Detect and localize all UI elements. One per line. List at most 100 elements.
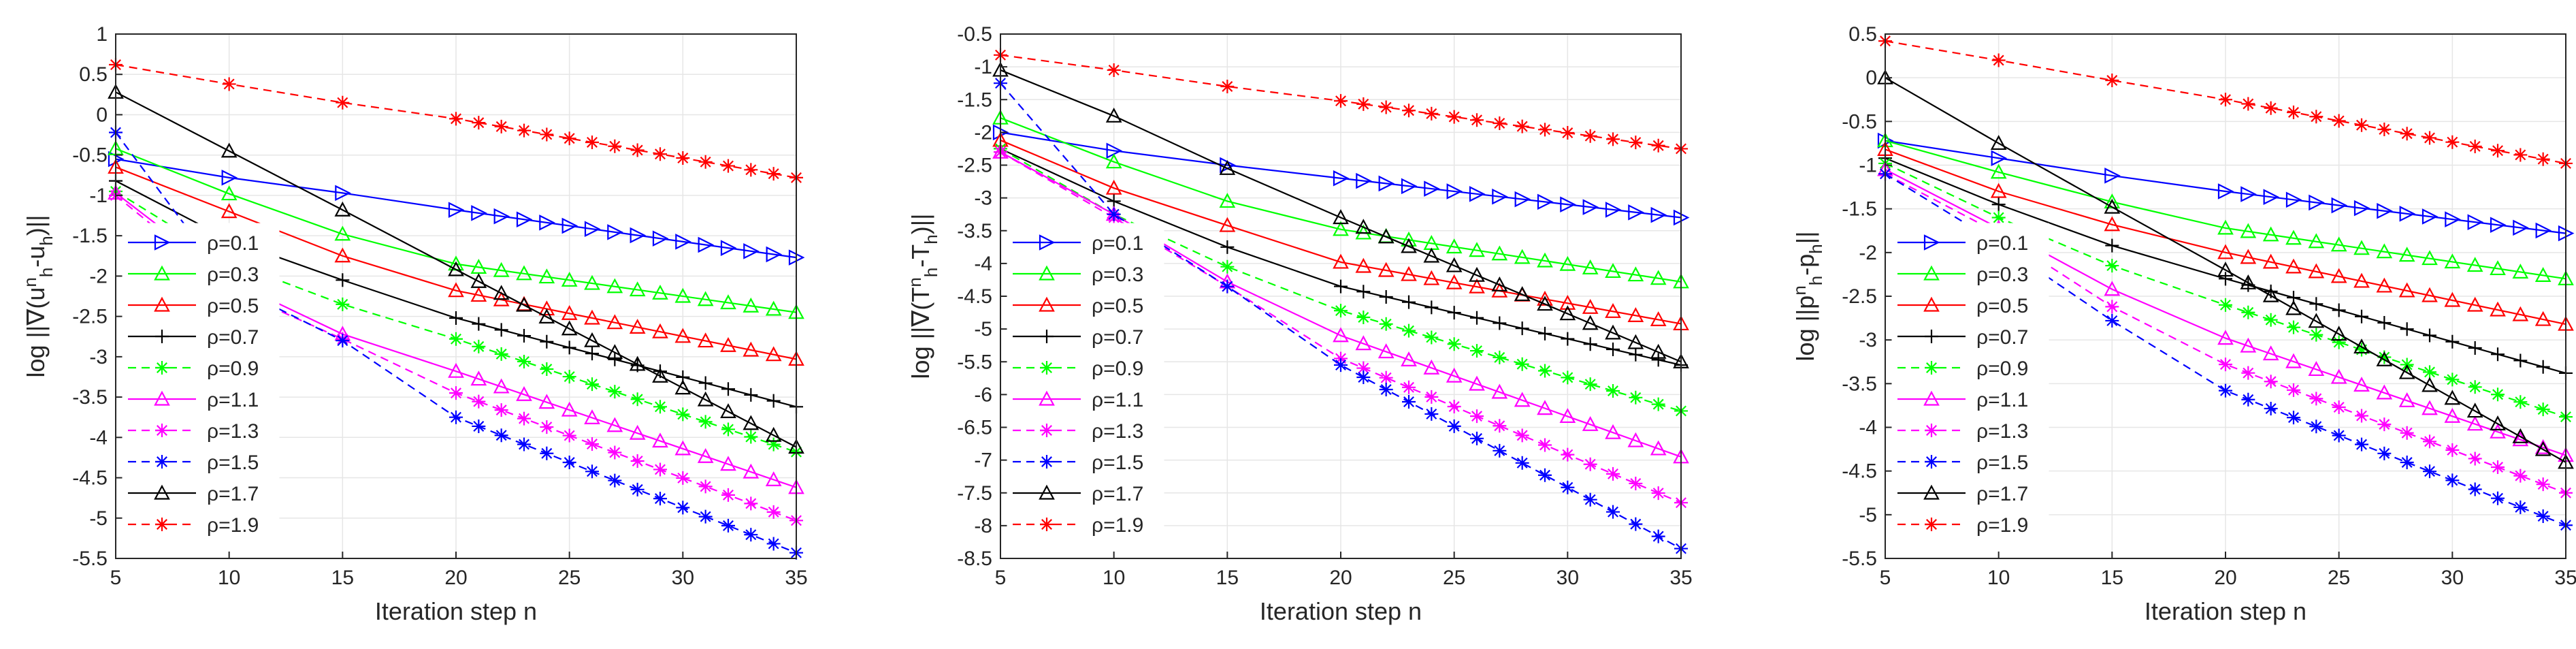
data-point [606, 417, 623, 432]
data-point [606, 344, 623, 360]
data-point [720, 456, 736, 471]
data-point [493, 262, 510, 277]
legend-label: ρ=0.7 [1092, 326, 1143, 349]
data-point [2219, 298, 2232, 312]
data-point [1333, 170, 1350, 187]
data-point [1582, 416, 1599, 431]
data-point [2287, 411, 2300, 425]
data-point [1583, 377, 1597, 392]
data-point [1990, 183, 2007, 198]
data-point [1559, 255, 1576, 271]
data-point [1424, 106, 1439, 121]
data-point [1559, 408, 1576, 424]
data-point [1334, 279, 1348, 294]
legend-marker [1039, 390, 1055, 406]
data-point [2308, 263, 2325, 279]
data-point [336, 334, 350, 348]
series-line [1000, 131, 1682, 219]
data-point [1107, 194, 1121, 208]
data-point [2513, 353, 2528, 368]
x-tick-label: 5 [1880, 567, 1891, 589]
legend-label: ρ=0.3 [1092, 264, 1143, 286]
data-point [584, 332, 600, 347]
legend-item: ρ=1.7 [1897, 483, 2028, 505]
data-point [2241, 97, 2255, 111]
data-point [2309, 392, 2324, 406]
x-axis-label: Iteration step n [2145, 597, 2306, 625]
data-point [2219, 93, 2232, 107]
data-point [2534, 311, 2551, 326]
data-point [1356, 285, 1371, 299]
data-point [1583, 337, 1597, 351]
data-point [470, 287, 487, 302]
y-axis-label-part: log ||∇(u [22, 287, 50, 378]
data-point [2536, 152, 2550, 166]
legend-marker [1040, 455, 1054, 469]
legend-item: ρ=0.3 [128, 264, 259, 286]
data-point [766, 394, 781, 408]
y-tick-label: -3.5 [957, 220, 992, 242]
data-point [1650, 440, 1667, 456]
legend-label: ρ=0.9 [1976, 358, 2028, 380]
data-point [585, 377, 599, 392]
y-tick-label: -3 [1859, 329, 1877, 351]
y-tick-label: -4 [974, 253, 992, 275]
data-point [2490, 260, 2506, 276]
data-point [2287, 105, 2300, 119]
series-line [1885, 173, 2566, 526]
data-point [1105, 179, 1122, 195]
data-point [540, 334, 554, 349]
data-point [538, 300, 555, 316]
data-point [1424, 390, 1439, 404]
y-tick-label: -7 [974, 449, 992, 472]
data-point [1401, 178, 1418, 195]
data-point [334, 225, 351, 241]
chart-panel-2: 5 10 15 20 25 30 35 -0.5 -1 -1.5 -2 -2.5 -3 -3.5 -4 -4.… [904, 23, 1693, 625]
y-axis-label-part: n [20, 277, 40, 287]
data-point [608, 139, 622, 153]
data-point [1514, 392, 1531, 407]
y-tick-label: -5 [974, 318, 992, 341]
data-point [472, 339, 486, 353]
data-point [2423, 464, 2436, 479]
data-point [1424, 407, 1439, 421]
x-tick-label: 30 [1556, 567, 1579, 589]
data-point [607, 224, 623, 240]
series-2 [108, 140, 804, 319]
data-point [2377, 122, 2392, 136]
legend-item: ρ=0.7 [1013, 326, 1143, 349]
data-point [2534, 441, 2551, 456]
data-point [744, 496, 758, 511]
legend-item: ρ=1.7 [1013, 483, 1143, 505]
y-tick-label: -1 [974, 56, 992, 78]
data-point [2262, 226, 2279, 242]
data-point [561, 304, 578, 320]
data-point [2309, 328, 2324, 342]
data-point [1514, 286, 1531, 302]
data-point [1105, 107, 1122, 123]
data-point [1629, 347, 1643, 362]
data-point [2445, 135, 2460, 149]
y-tick-label: -5 [89, 507, 108, 530]
legend-item: ρ=0.1 [1013, 232, 1143, 255]
legend-label: ρ=1.9 [1092, 514, 1143, 537]
data-point [2466, 402, 2483, 418]
legend-label: ρ=0.7 [1976, 326, 2028, 349]
legend-marker [1925, 424, 1938, 437]
series-1 [992, 124, 1690, 226]
y-tick-label: -3.5 [1842, 373, 1877, 395]
data-point [2217, 330, 2234, 345]
data-point [336, 273, 350, 287]
data-point [2217, 219, 2234, 235]
series-line [1000, 69, 1682, 363]
data-point [516, 296, 532, 312]
data-point [1377, 343, 1395, 359]
data-point [1606, 342, 1620, 356]
data-point [1470, 344, 1484, 358]
legend-marker [155, 455, 169, 469]
data-point [2241, 305, 2255, 319]
legend-marker [155, 330, 169, 343]
data-point [1537, 252, 1553, 268]
data-point [1582, 315, 1599, 330]
data-point [1107, 207, 1121, 221]
